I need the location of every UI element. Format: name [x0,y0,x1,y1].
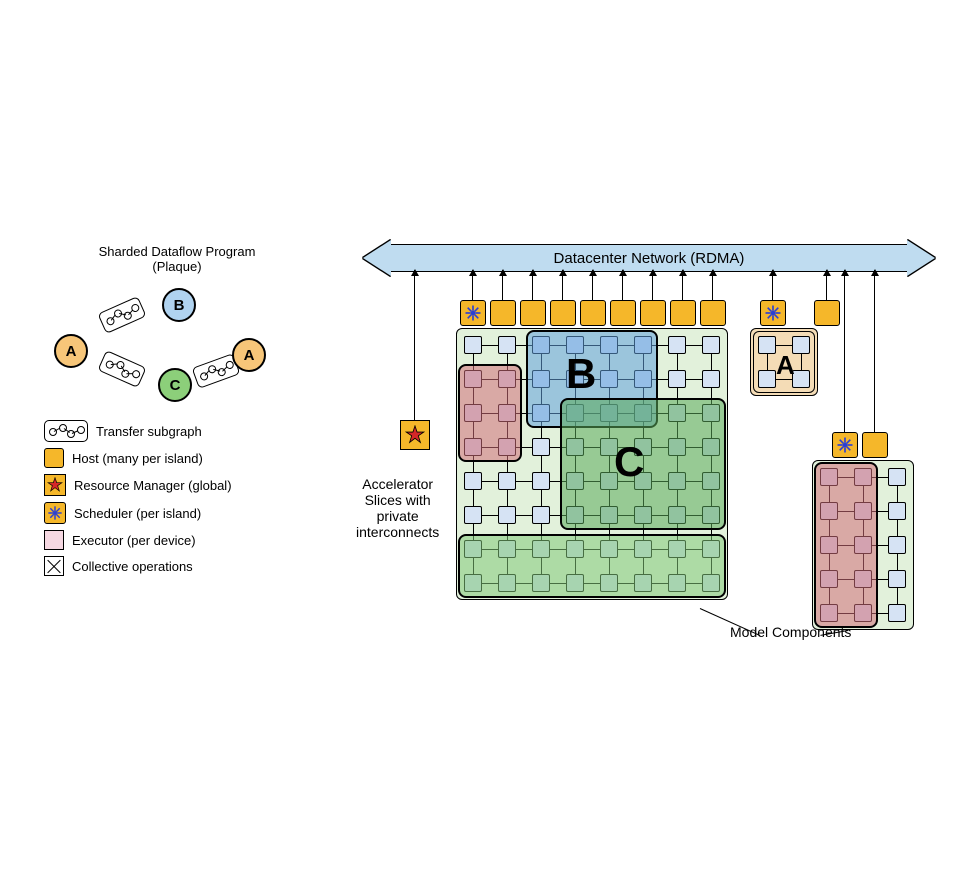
left-title: Sharded Dataflow Program (Plaque) [72,244,282,274]
legend-row: Resource Manager (global) [44,474,232,496]
host-icon [862,432,888,458]
host-icon [44,448,64,468]
legend-label: Transfer subgraph [96,424,202,439]
executor-cell [532,506,550,524]
uplink-arrow-icon [844,270,845,432]
uplink-arrow-icon [502,270,503,300]
executor-cell [532,438,550,456]
model-component-slice [458,534,726,598]
slice-label: B [566,350,596,398]
uplink-arrow-icon [652,270,653,300]
uplink-arrow-icon [874,270,875,432]
executor-cell [888,502,906,520]
uplink-arrow-icon [772,270,773,300]
uplink-arrow-icon [682,270,683,300]
legend-row: Host (many per island) [44,448,232,468]
resource-manager-icon [400,420,430,450]
collective-ops-icon [44,556,64,576]
scheduler-host-icon [832,432,858,458]
slice-label: C [614,438,644,486]
executor-cell [758,370,776,388]
model-components-label: Model Components [730,624,851,640]
uplink-arrow-icon [826,270,827,300]
executor-cell [702,336,720,354]
legend-label: Resource Manager (global) [74,478,232,493]
legend-label: Scheduler (per island) [74,506,201,521]
transfer-subgraph-icon [97,350,146,388]
model-component-slice [458,364,522,462]
host-icon [490,300,516,326]
executor-cell [702,370,720,388]
executor-cell [888,468,906,486]
scheduler-icon [44,502,66,524]
executor-cell [888,570,906,588]
scheduler-host-icon [460,300,486,326]
slice-label: A [776,350,795,381]
executor-cell [532,472,550,490]
dataflow-node: A [54,334,88,368]
executor-cell [464,506,482,524]
left-title-line1: Sharded Dataflow Program [72,244,282,259]
uplink-arrow-icon [622,270,623,300]
model-component-slice [814,462,878,628]
host-icon [520,300,546,326]
accel-label-line: Accelerator [356,476,439,492]
legend: Transfer subgraphHost (many per island) … [44,420,232,582]
legend-row: Transfer subgraph [44,420,232,442]
host-icon [670,300,696,326]
transfer-subgraph-icon [44,420,88,442]
transfer-subgraph-icon [97,296,146,334]
uplink-arrow-icon [712,270,713,300]
legend-label: Executor (per device) [72,533,196,548]
accel-label-line: interconnects [356,524,439,540]
dataflow-node: B [162,288,196,322]
executor-cell [464,472,482,490]
resource-manager-icon [44,474,66,496]
accel-label-line: Slices with [356,492,439,508]
uplink-arrow-icon [592,270,593,300]
scheduler-host-icon [760,300,786,326]
dataflow-node: C [158,368,192,402]
uplink-arrow-icon [532,270,533,300]
executor-cell [668,370,686,388]
executor-icon [44,530,64,550]
uplink-arrow-icon [414,270,415,420]
executor-cell [498,472,516,490]
datacenter-network-bar: Datacenter Network (RDMA) [390,244,908,272]
host-icon [640,300,666,326]
accelerator-slices-label: AcceleratorSlices withprivateinterconnec… [356,476,439,540]
executor-cell [888,604,906,622]
host-icon [814,300,840,326]
executor-cell [498,336,516,354]
uplink-arrow-icon [472,270,473,300]
uplink-arrow-icon [562,270,563,300]
host-icon [610,300,636,326]
dataflow-node: A [232,338,266,372]
dcn-label: Datacenter Network (RDMA) [554,250,745,267]
legend-row: Collective operations [44,556,232,576]
executor-cell [758,336,776,354]
diagram-canvas: Sharded Dataflow Program (Plaque) ABCA T… [0,0,960,896]
legend-row: Executor (per device) [44,530,232,550]
host-icon [700,300,726,326]
host-icon [580,300,606,326]
host-icon [550,300,576,326]
left-title-line2: (Plaque) [72,259,282,274]
executor-cell [668,336,686,354]
legend-row: Scheduler (per island) [44,502,232,524]
legend-label: Host (many per island) [72,451,203,466]
legend-label: Collective operations [72,559,193,574]
accel-label-line: private [356,508,439,524]
executor-cell [888,536,906,554]
executor-cell [498,506,516,524]
executor-cell [464,336,482,354]
